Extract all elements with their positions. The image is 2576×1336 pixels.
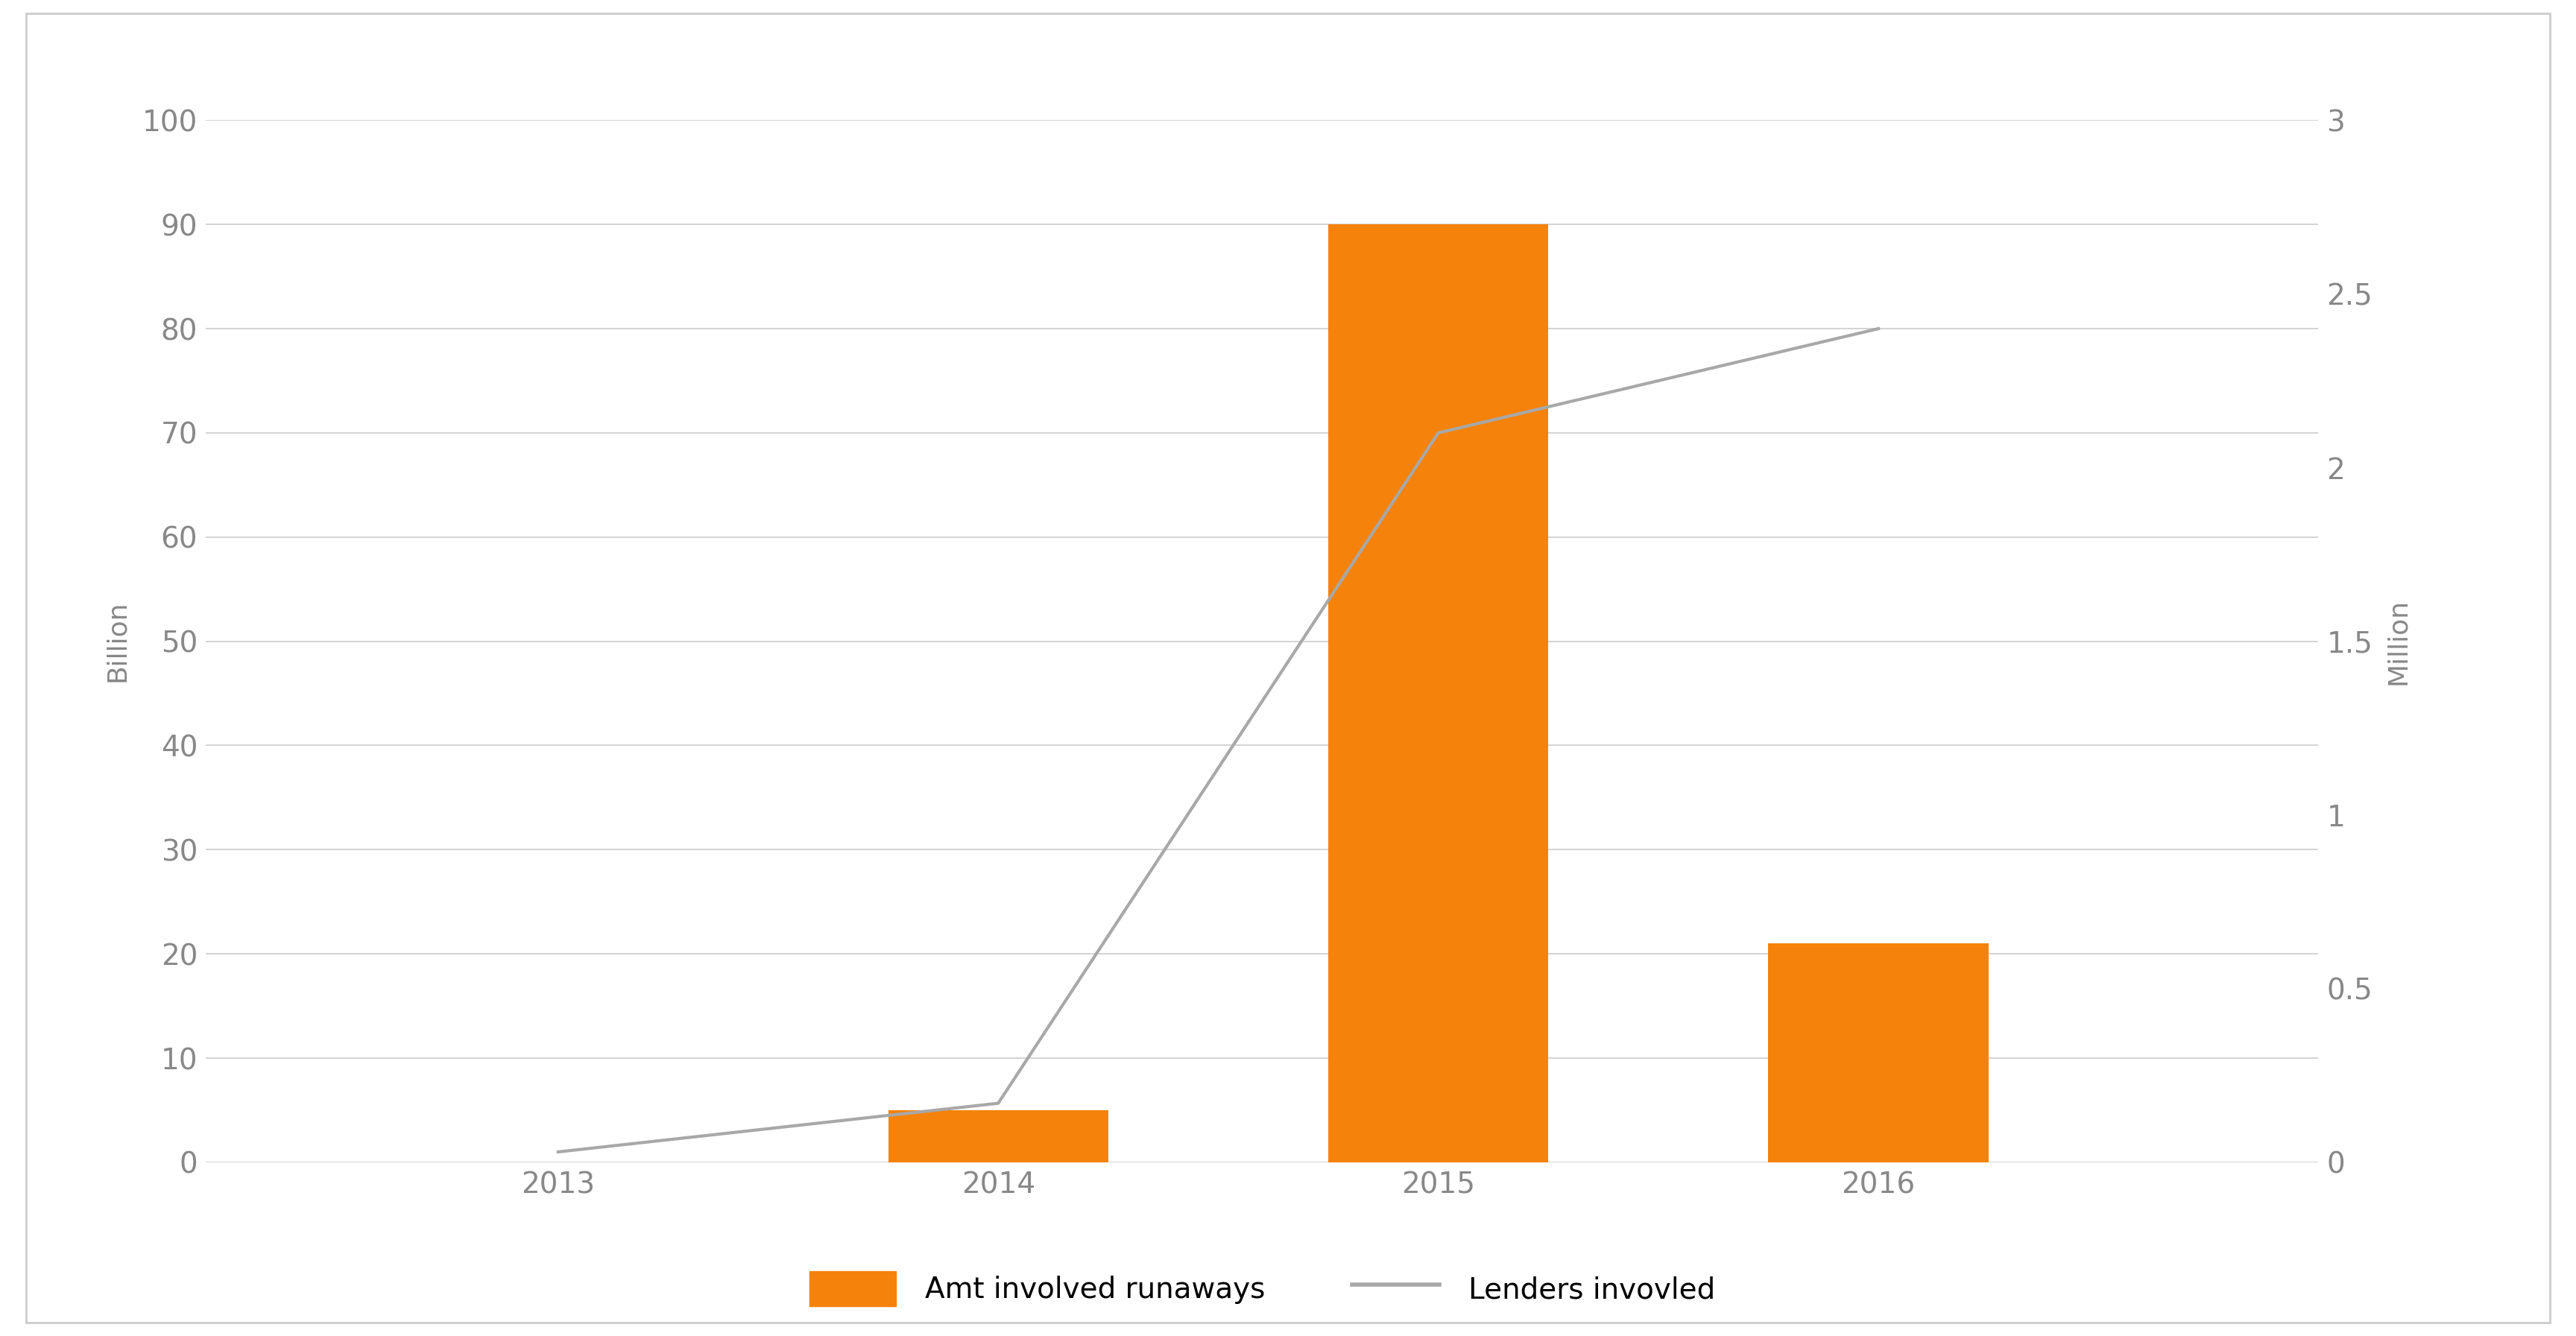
Bar: [1329, 224, 1548, 1162]
Bar: [889, 1110, 1108, 1162]
Y-axis label: Million: Million: [2385, 599, 2411, 684]
Legend: Amt involved runaways, Lenders invovled: Amt involved runaways, Lenders invovled: [781, 1242, 1744, 1336]
Y-axis label: Billion: Billion: [106, 600, 129, 683]
Bar: [1767, 943, 1989, 1162]
